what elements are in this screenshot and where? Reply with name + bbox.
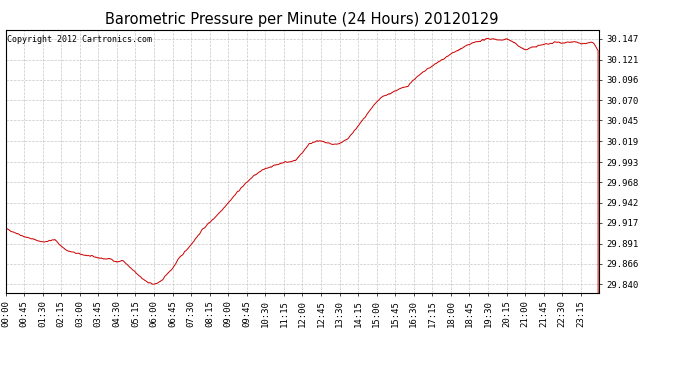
- Text: Copyright 2012 Cartronics.com: Copyright 2012 Cartronics.com: [7, 35, 152, 44]
- Title: Barometric Pressure per Minute (24 Hours) 20120129: Barometric Pressure per Minute (24 Hours…: [106, 12, 499, 27]
